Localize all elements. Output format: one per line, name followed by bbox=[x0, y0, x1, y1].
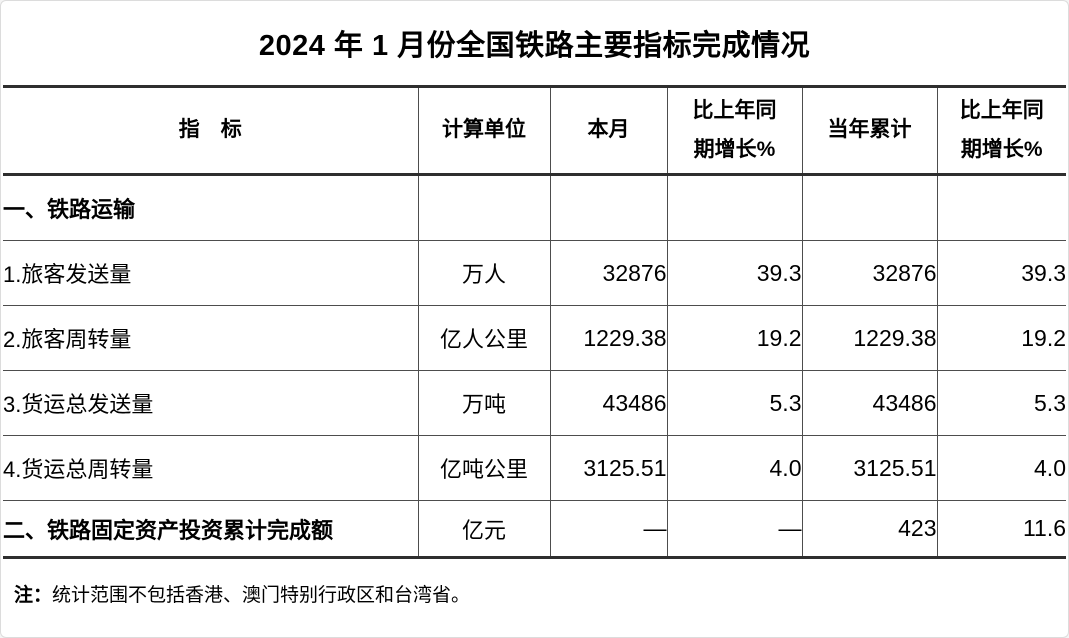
unit-cell: 亿吨公里 bbox=[417, 435, 550, 501]
month-value: — bbox=[549, 500, 667, 558]
ytd-yoy-value bbox=[936, 174, 1066, 241]
column-header-indicator: 指 标 bbox=[3, 86, 418, 176]
indicator-label: 3.货运总发送量 bbox=[3, 370, 418, 436]
unit-cell bbox=[417, 174, 550, 241]
footnote: 注：统计范围不包括香港、澳门特别行政区和台湾省。 bbox=[14, 580, 1068, 607]
table-row-freight-sent: 3.货运总发送量 万吨 43486 5.3 43486 5.3 bbox=[3, 370, 1066, 436]
unit-cell: 亿元 bbox=[417, 500, 550, 558]
column-header-ytd-yoy: 比上年同 期增长% bbox=[936, 86, 1066, 176]
ytd-value bbox=[801, 174, 937, 241]
indicator-label: 4.货运总周转量 bbox=[3, 435, 418, 501]
column-header-month: 本月 bbox=[549, 86, 667, 176]
ytd-value: 43486 bbox=[801, 370, 937, 436]
month-value: 1229.38 bbox=[549, 305, 667, 371]
table-row-section-transport: 一、铁路运输 bbox=[3, 174, 1066, 241]
month-yoy-value: 4.0 bbox=[666, 435, 802, 501]
footnote-label: 注： bbox=[14, 585, 53, 606]
ytd-yoy-value: 4.0 bbox=[936, 435, 1066, 501]
month-value bbox=[549, 174, 667, 241]
table-row-passengers-sent: 1.旅客发送量 万人 32876 39.3 32876 39.3 bbox=[3, 240, 1066, 306]
ytd-yoy-value: 39.3 bbox=[936, 240, 1066, 306]
railway-indicators-table: 指 标 计算单位 本月 比上年同 期增长% 当年累计 比上年同 期增长% 一、铁… bbox=[3, 85, 1066, 559]
table-row-passenger-turnover: 2.旅客周转量 亿人公里 1229.38 19.2 1229.38 19.2 bbox=[3, 305, 1066, 371]
indicator-label: 2.旅客周转量 bbox=[3, 305, 418, 371]
column-header-ytd: 当年累计 bbox=[801, 86, 937, 176]
ytd-value: 423 bbox=[801, 500, 937, 558]
ytd-value: 32876 bbox=[801, 240, 937, 306]
ytd-yoy-value: 19.2 bbox=[936, 305, 1066, 371]
page-title: 2024 年 1 月份全国铁路主要指标完成情况 bbox=[258, 30, 811, 62]
title-area: 2024 年 1 月份全国铁路主要指标完成情况 bbox=[1, 1, 1068, 85]
month-value: 43486 bbox=[549, 370, 667, 436]
unit-cell: 万人 bbox=[417, 240, 550, 306]
ytd-value: 1229.38 bbox=[801, 305, 937, 371]
table-row-fixed-asset-investment: 二、铁路固定资产投资累计完成额 亿元 — — 423 11.6 bbox=[3, 500, 1066, 558]
unit-cell: 亿人公里 bbox=[417, 305, 550, 371]
column-header-month-yoy: 比上年同 期增长% bbox=[666, 86, 802, 176]
footnote-text: 统计范围不包括香港、澳门特别行政区和台湾省。 bbox=[52, 585, 471, 606]
month-yoy-value: — bbox=[666, 500, 802, 558]
month-value: 32876 bbox=[549, 240, 667, 306]
month-yoy-value: 5.3 bbox=[666, 370, 802, 436]
ytd-value: 3125.51 bbox=[801, 435, 937, 501]
month-value: 3125.51 bbox=[549, 435, 667, 501]
indicator-label: 一、铁路运输 bbox=[3, 197, 136, 222]
month-yoy-value bbox=[666, 174, 802, 241]
table-header-row: 指 标 计算单位 本月 比上年同 期增长% 当年累计 比上年同 期增长% bbox=[3, 86, 1066, 176]
unit-cell: 万吨 bbox=[417, 370, 550, 436]
ytd-yoy-value: 11.6 bbox=[936, 500, 1066, 558]
column-header-unit: 计算单位 bbox=[417, 86, 550, 176]
indicator-label: 1.旅客发送量 bbox=[3, 240, 418, 306]
table-row-freight-turnover: 4.货运总周转量 亿吨公里 3125.51 4.0 3125.51 4.0 bbox=[3, 435, 1066, 501]
ytd-yoy-value: 5.3 bbox=[936, 370, 1066, 436]
indicator-label: 二、铁路固定资产投资累计完成额 bbox=[3, 500, 418, 558]
month-yoy-value: 19.2 bbox=[666, 305, 802, 371]
month-yoy-value: 39.3 bbox=[666, 240, 802, 306]
